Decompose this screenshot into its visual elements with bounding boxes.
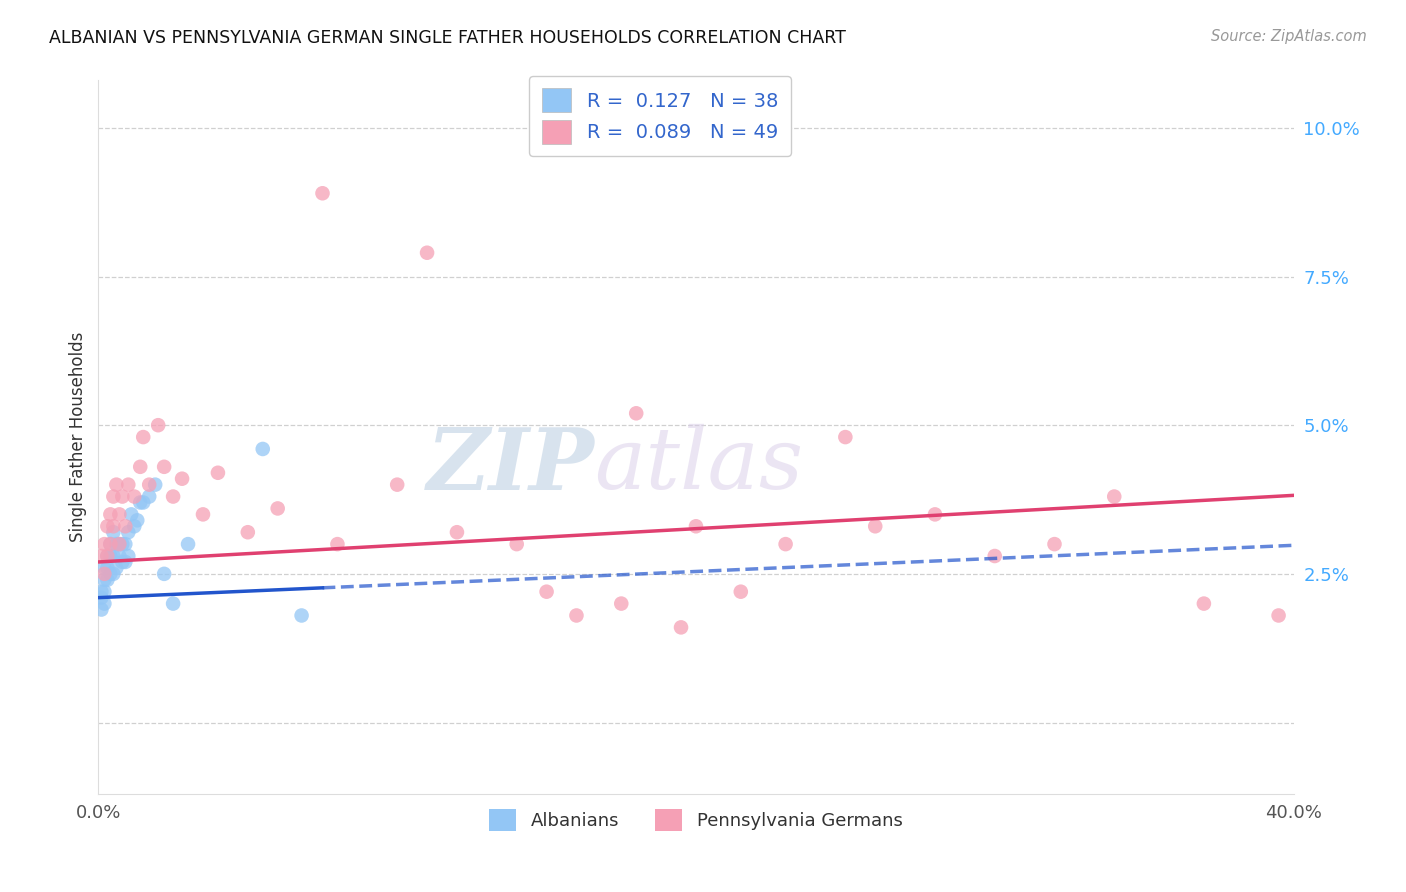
Point	[103, 525, 125, 540]
Point	[98, 537, 122, 551]
Point	[108, 537, 131, 551]
Point	[685, 519, 707, 533]
Point	[103, 519, 125, 533]
Point	[207, 466, 229, 480]
Point	[111, 490, 134, 504]
Point	[775, 537, 797, 551]
Point	[162, 490, 184, 504]
Point	[98, 549, 122, 563]
Point	[98, 566, 122, 581]
Text: Source: ZipAtlas.com: Source: ZipAtlas.com	[1211, 29, 1367, 44]
Point	[1267, 608, 1289, 623]
Point	[117, 549, 139, 563]
Text: ZIP: ZIP	[426, 424, 595, 508]
Point	[153, 459, 176, 474]
Point	[626, 406, 648, 420]
Point	[90, 591, 112, 605]
Point	[172, 472, 194, 486]
Point	[506, 537, 529, 551]
Point	[93, 561, 115, 575]
Point	[446, 525, 468, 540]
Point	[90, 549, 112, 563]
Text: atlas: atlas	[595, 425, 803, 507]
Point	[120, 508, 142, 522]
Point	[311, 186, 333, 201]
Point	[565, 608, 588, 623]
Point	[669, 620, 692, 634]
Text: ALBANIAN VS PENNSYLVANIA GERMAN SINGLE FATHER HOUSEHOLDS CORRELATION CHART: ALBANIAN VS PENNSYLVANIA GERMAN SINGLE F…	[49, 29, 846, 46]
Point	[111, 555, 134, 569]
Point	[129, 459, 152, 474]
Point	[385, 477, 409, 491]
Point	[103, 490, 125, 504]
Point	[127, 513, 149, 527]
Point	[326, 537, 349, 551]
Point	[90, 602, 112, 616]
Point	[1192, 597, 1215, 611]
Point	[117, 525, 139, 540]
Point	[103, 549, 125, 563]
Point	[416, 245, 439, 260]
Point	[924, 508, 946, 522]
Point	[93, 537, 115, 551]
Point	[96, 549, 118, 563]
Point	[536, 584, 558, 599]
Point	[96, 573, 118, 587]
Point	[291, 608, 314, 623]
Point	[93, 566, 115, 581]
Point	[103, 566, 125, 581]
Y-axis label: Single Father Households: Single Father Households	[69, 332, 87, 542]
Point	[236, 525, 259, 540]
Point	[267, 501, 290, 516]
Point	[114, 537, 136, 551]
Point	[105, 561, 128, 575]
Point	[90, 584, 112, 599]
Point	[984, 549, 1007, 563]
Point	[129, 495, 152, 509]
Point	[98, 508, 122, 522]
Point	[1043, 537, 1066, 551]
Point	[93, 584, 115, 599]
Point	[730, 584, 752, 599]
Point	[865, 519, 887, 533]
Point	[124, 490, 146, 504]
Legend: Albanians, Pennsylvania Germans: Albanians, Pennsylvania Germans	[482, 802, 910, 838]
Point	[108, 508, 131, 522]
Point	[162, 597, 184, 611]
Point	[177, 537, 200, 551]
Point	[111, 537, 134, 551]
Point	[114, 519, 136, 533]
Point	[105, 477, 128, 491]
Point	[124, 519, 146, 533]
Point	[117, 477, 139, 491]
Point	[132, 430, 155, 444]
Point	[105, 537, 128, 551]
Point	[252, 442, 274, 456]
Point	[138, 477, 160, 491]
Point	[143, 477, 166, 491]
Point	[114, 555, 136, 569]
Point	[148, 418, 170, 433]
Point	[108, 549, 131, 563]
Point	[96, 549, 118, 563]
Point	[153, 566, 176, 581]
Point	[132, 495, 155, 509]
Point	[93, 597, 115, 611]
Point	[834, 430, 856, 444]
Point	[191, 508, 214, 522]
Point	[96, 561, 118, 575]
Point	[1104, 490, 1126, 504]
Point	[96, 519, 118, 533]
Point	[108, 537, 131, 551]
Point	[138, 490, 160, 504]
Point	[610, 597, 633, 611]
Point	[98, 537, 122, 551]
Point	[93, 573, 115, 587]
